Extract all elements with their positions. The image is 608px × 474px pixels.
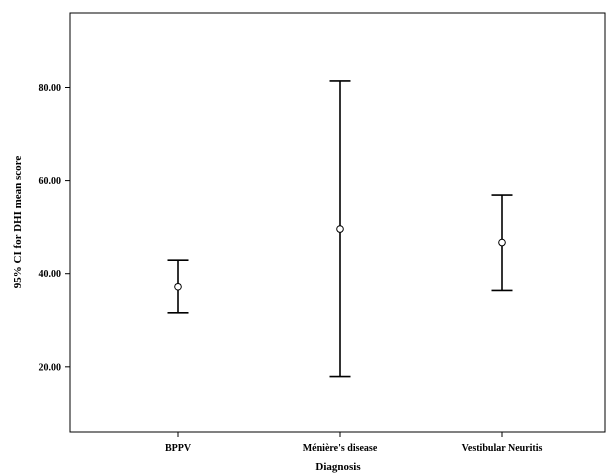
- x-axis-ticks: BPPV Ménière's disease Vestibular Neuritis: [165, 432, 543, 454]
- x-tick-label: BPPV: [165, 443, 192, 454]
- y-tick-label: 40.00: [39, 269, 62, 280]
- error-bars: [167, 80, 513, 378]
- y-axis-title: 95% CI for DHI mean score: [12, 156, 24, 289]
- y-tick-label: 60.00: [39, 176, 62, 187]
- plot-frame: [69, 12, 606, 433]
- x-axis-title: Diagnosis: [315, 461, 361, 473]
- y-tick-label: 80.00: [39, 83, 62, 94]
- x-tick-label: Ménière's disease: [303, 443, 378, 454]
- mean-marker: [174, 282, 182, 291]
- y-tick-label: 20.00: [39, 362, 62, 373]
- mean-marker: [336, 225, 344, 233]
- error-bar: [491, 194, 513, 292]
- error-bar: [329, 80, 351, 378]
- y-axis-ticks: 20.00 40.00 60.00 80.00: [39, 83, 70, 373]
- mean-marker: [498, 238, 506, 247]
- error-bar: [167, 259, 189, 314]
- x-tick-label: Vestibular Neuritis: [462, 443, 543, 454]
